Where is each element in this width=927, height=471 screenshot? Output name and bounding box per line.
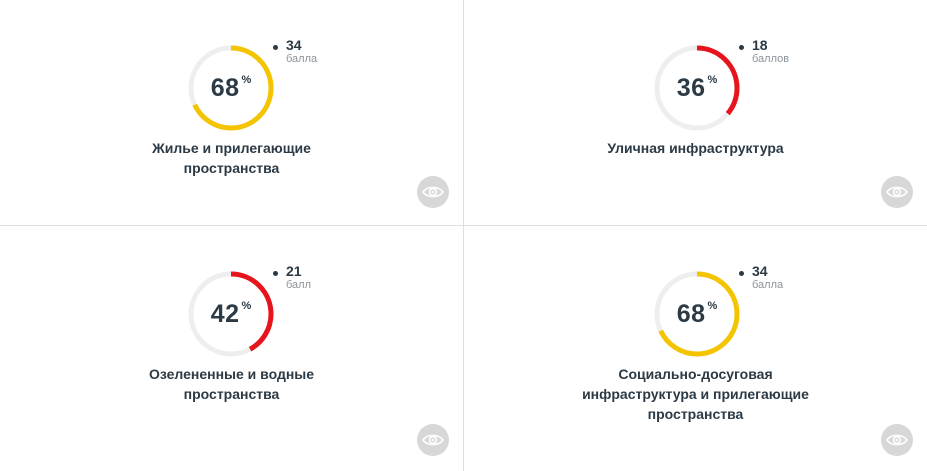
category-title-line: пространства <box>647 406 744 422</box>
percent-sign: % <box>707 74 718 86</box>
gauge-ring <box>654 271 740 357</box>
percent-label: 68% <box>185 42 277 134</box>
gauge-ring <box>188 271 274 357</box>
percent-gauge: 36% <box>651 42 743 134</box>
category-card-social: 68% 34 балла Социально-досуговая инфраст… <box>464 226 927 471</box>
category-title-line: инфраструктура и прилегающие <box>582 386 809 402</box>
category-title-line: Уличная инфраструктура <box>607 140 784 156</box>
category-title: Жилье и прилегающие пространства <box>0 138 463 178</box>
view-details-button[interactable] <box>881 424 913 456</box>
bullet-dot-icon <box>273 271 278 276</box>
score-unit: балла <box>752 279 784 291</box>
percent-label: 42% <box>185 268 277 360</box>
gauge-arc <box>188 45 274 131</box>
percent-value: 42 <box>210 299 240 328</box>
percent-gauge: 42% <box>185 268 277 360</box>
category-title-line: Озелененные и водные <box>148 366 315 382</box>
percent-value: 36 <box>676 73 706 102</box>
score-value: 34 <box>286 37 302 53</box>
percent-gauge: 68% <box>651 268 743 360</box>
gauge-arc <box>188 271 274 357</box>
view-details-button[interactable] <box>417 176 449 208</box>
percent-label: 36% <box>651 42 743 134</box>
gauge-arc <box>654 271 740 357</box>
gauge-arc <box>654 45 740 131</box>
category-title-line: пространства <box>183 160 280 176</box>
category-title: Социально-досуговая инфраструктура и при… <box>464 364 927 424</box>
view-details-button[interactable] <box>881 176 913 208</box>
vertical-divider <box>463 0 464 471</box>
bullet-dot-icon <box>739 45 744 50</box>
score-value: 18 <box>752 37 768 53</box>
view-details-button[interactable] <box>417 424 449 456</box>
bullet-dot-icon <box>739 271 744 276</box>
percent-value: 68 <box>676 299 706 328</box>
bullet-dot-icon <box>273 45 278 50</box>
score-value: 21 <box>286 263 302 279</box>
percent-sign: % <box>707 300 718 312</box>
eye-icon <box>422 434 444 446</box>
percent-gauge: 68% <box>185 42 277 134</box>
category-title-line: Жилье и прилегающие <box>152 140 311 156</box>
category-title: Озелененные и водные пространства <box>0 364 463 404</box>
category-title: Уличная инфраструктура <box>464 138 927 158</box>
eye-icon <box>886 434 908 446</box>
percent-sign: % <box>241 74 252 86</box>
percent-value: 68 <box>210 73 240 102</box>
gauge-ring <box>188 45 274 131</box>
percent-sign: % <box>241 300 252 312</box>
eye-icon <box>422 186 444 198</box>
category-title-line: пространства <box>183 386 280 402</box>
category-title-line: Социально-досуговая <box>618 366 773 382</box>
gauge-ring <box>654 45 740 131</box>
score-unit: балл <box>286 279 312 291</box>
percent-label: 68% <box>651 268 743 360</box>
score-value: 34 <box>752 263 768 279</box>
category-card-green: 42% 21 балл Озелененные и водные простра… <box>0 226 463 471</box>
category-card-housing: 68% 34 балла Жилье и прилегающие простра… <box>0 0 463 225</box>
score-unit: балла <box>286 53 318 65</box>
eye-icon <box>886 186 908 198</box>
horizontal-divider <box>0 225 927 226</box>
category-card-street: 36% 18 баллов Уличная инфраструктура <box>464 0 927 225</box>
score-unit: баллов <box>752 53 790 65</box>
